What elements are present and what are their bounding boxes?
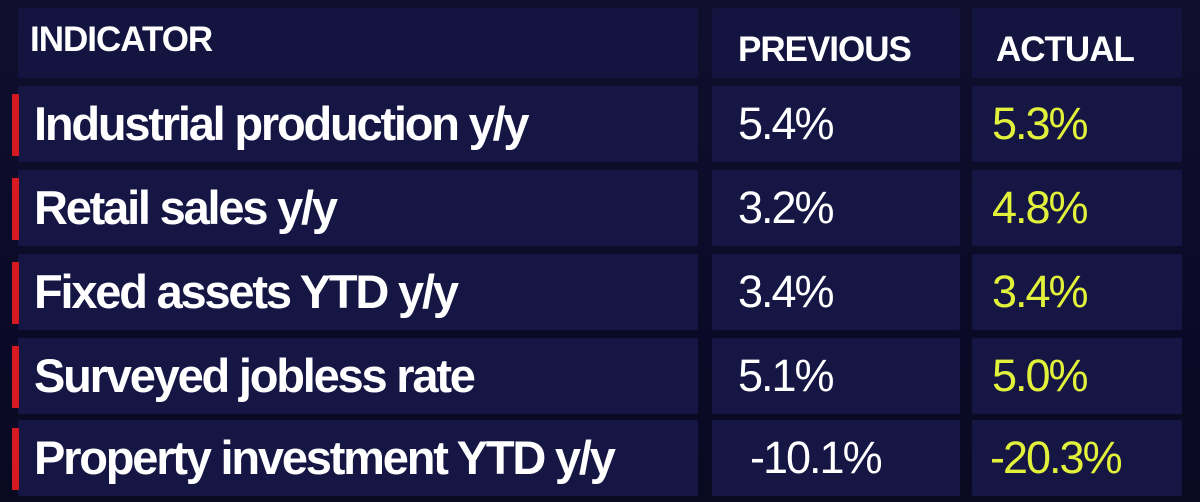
previous-cell (712, 170, 960, 246)
actual-value: -20.3% (990, 432, 1123, 483)
indicator-cell (18, 338, 698, 414)
table-row: Surveyed jobless rate 5.1% 5.0% (0, 338, 1200, 416)
header-actual: ACTUAL (996, 30, 1135, 69)
previous-value: 3.2% (738, 182, 835, 233)
actual-value: 4.8% (992, 182, 1089, 233)
indicator-label: Surveyed jobless rate (34, 349, 476, 402)
row-accent-bar (12, 178, 19, 240)
indicator-cell (18, 170, 698, 246)
row-accent-bar (12, 428, 19, 490)
indicator-label: Property investment YTD y/y (34, 431, 616, 484)
actual-cell (972, 86, 1182, 162)
indicator-label: Industrial production y/y (34, 97, 530, 150)
row-accent-bar (12, 346, 19, 408)
previous-cell (712, 86, 960, 162)
header-cell-actual (972, 8, 1182, 78)
previous-cell (712, 420, 960, 496)
indicator-cell (18, 86, 698, 162)
actual-cell (972, 338, 1182, 414)
table-header: INDICATOR PREVIOUS ACTUAL (0, 0, 1200, 82)
actual-value: 3.4% (992, 266, 1089, 317)
indicator-label: Fixed assets YTD y/y (34, 265, 459, 318)
table-row: Fixed assets YTD y/y 3.4% 3.4% (0, 254, 1200, 332)
header-indicator: INDICATOR (30, 20, 213, 59)
previous-value: 5.4% (738, 98, 835, 149)
indicator-cell (18, 420, 698, 496)
table-row: Property investment YTD y/y -10.1% -20.3… (0, 420, 1200, 498)
previous-value: 5.1% (738, 350, 835, 401)
table-row: Industrial production y/y 5.4% 5.3% (0, 86, 1200, 164)
actual-cell (972, 420, 1182, 496)
table-row: Retail sales y/y 3.2% 4.8% (0, 170, 1200, 248)
previous-cell (712, 254, 960, 330)
previous-cell (712, 338, 960, 414)
actual-value: 5.3% (992, 98, 1089, 149)
header-cell-indicator (18, 8, 698, 78)
row-accent-bar (12, 262, 19, 324)
header-previous: PREVIOUS (738, 30, 912, 69)
indicator-label: Retail sales y/y (34, 181, 338, 234)
previous-value: 3.4% (738, 266, 835, 317)
indicator-cell (18, 254, 698, 330)
actual-value: 5.0% (992, 350, 1089, 401)
header-cell-previous (712, 8, 960, 78)
actual-cell (972, 254, 1182, 330)
previous-value: -10.1% (750, 432, 883, 483)
actual-cell (972, 170, 1182, 246)
row-accent-bar (12, 94, 19, 156)
